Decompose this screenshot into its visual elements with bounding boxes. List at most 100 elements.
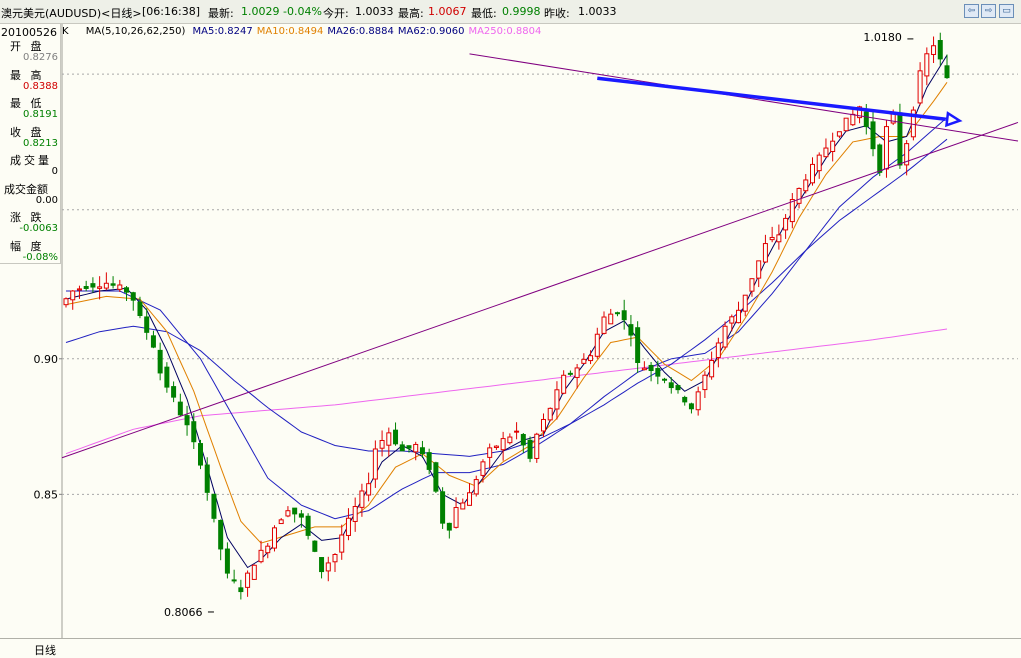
candle-body <box>319 557 325 573</box>
candle-body <box>514 430 520 433</box>
candle-body <box>345 517 351 536</box>
candle-body <box>467 492 473 506</box>
candle-body <box>574 367 580 378</box>
candle-body <box>776 234 782 243</box>
candle-body <box>870 121 876 150</box>
candle-body <box>460 502 466 510</box>
candle-body <box>688 403 694 410</box>
low-label: 最低: <box>471 7 497 20</box>
candle-body <box>540 418 546 432</box>
candle-body <box>285 510 291 517</box>
ma-legend-item: MA5:0.8247 <box>192 26 253 37</box>
candle-body <box>836 131 842 137</box>
high-label: 最高: <box>398 7 424 20</box>
candle-body <box>76 288 82 291</box>
candle-body <box>675 385 681 391</box>
candle-body <box>312 540 318 552</box>
candle-body <box>742 294 748 312</box>
candle-body <box>816 154 822 172</box>
candle-body <box>554 389 560 410</box>
info-value: 0.8213 <box>23 137 58 149</box>
candle-body <box>500 438 506 451</box>
latest-change: -0.04% <box>283 5 322 18</box>
candle-body <box>298 513 304 518</box>
candle-body <box>924 53 930 77</box>
candle-body <box>258 549 264 563</box>
candle-body <box>446 522 452 531</box>
candle-body <box>702 374 708 391</box>
candle-body <box>130 292 136 301</box>
info-date: 20100526 <box>1 26 57 39</box>
latest-price: 1.0029 <box>241 5 280 18</box>
candle-body <box>90 283 96 288</box>
candle-body <box>426 452 432 470</box>
candle-body <box>931 45 937 55</box>
candle-body <box>904 143 910 166</box>
low-price: 0.9998 <box>502 5 541 18</box>
candle-body <box>177 401 183 416</box>
nav-back-icon[interactable]: ⇦ <box>964 4 979 18</box>
candle-body <box>662 378 668 381</box>
ma10-line <box>65 82 948 544</box>
x-axis-bar: 日线 <box>0 638 1021 658</box>
candle-body <box>271 527 277 549</box>
extreme-label: 0.8066 <box>164 606 203 619</box>
candle-body <box>608 313 614 325</box>
candle-body <box>63 298 69 306</box>
candle-body <box>910 109 916 138</box>
candle-body <box>137 301 143 316</box>
nav-forward-icon[interactable]: ⇨ <box>981 4 996 18</box>
candle-body <box>883 126 889 170</box>
info-value: 0.00 <box>35 194 58 206</box>
candle-body <box>278 519 284 525</box>
trend-arrow-line <box>597 76 946 121</box>
candle-body <box>682 396 688 403</box>
candle-body <box>157 349 163 374</box>
candle-body <box>251 564 257 580</box>
ma-legend: K MA(5,10,26,62,250) MA5:0.8247 MA10:0.84… <box>62 26 549 37</box>
candle-body <box>265 545 271 554</box>
candle-body <box>305 515 311 536</box>
open-price: 1.0033 <box>355 5 394 18</box>
candle-body <box>480 461 486 476</box>
candle-body <box>823 147 829 158</box>
candle-body <box>641 367 647 371</box>
candle-body <box>419 447 425 455</box>
ma250-line <box>65 328 948 455</box>
candle-body <box>325 562 331 572</box>
info-label: 最 低 <box>10 97 45 110</box>
candle-body <box>413 443 419 453</box>
ma62-line <box>65 138 948 457</box>
candle-body <box>601 316 607 334</box>
candle-body <box>736 309 742 324</box>
candle-body <box>783 217 789 231</box>
candle-body <box>614 312 620 315</box>
candle-body <box>749 278 755 292</box>
candle-body <box>453 507 459 528</box>
candle-body <box>245 572 251 588</box>
nav-expand-icon[interactable]: ▭ <box>999 4 1014 18</box>
ma-legend-item: MA10:0.8494 <box>256 26 324 37</box>
y-tick-label: 0.90 <box>34 353 59 366</box>
candle-body <box>379 439 385 449</box>
info-label: 最 高 <box>10 68 45 82</box>
candle-body <box>406 445 412 449</box>
candle-body <box>843 117 849 132</box>
candle-body <box>103 282 109 289</box>
candle-body <box>789 199 795 223</box>
candle-body <box>850 113 856 126</box>
candle-body <box>877 144 883 173</box>
ma-legend-item: MA62:0.9060 <box>397 26 465 37</box>
candle-body <box>581 358 587 364</box>
candle-body <box>756 260 762 279</box>
candle-body <box>621 310 627 321</box>
candle-body <box>393 429 399 445</box>
info-value: 0.8191 <box>23 109 58 120</box>
latest-label: 最新: <box>208 7 234 20</box>
candle-body <box>520 434 526 446</box>
candle-body <box>493 445 499 449</box>
candle-body <box>110 283 116 286</box>
candle-body <box>204 464 210 493</box>
